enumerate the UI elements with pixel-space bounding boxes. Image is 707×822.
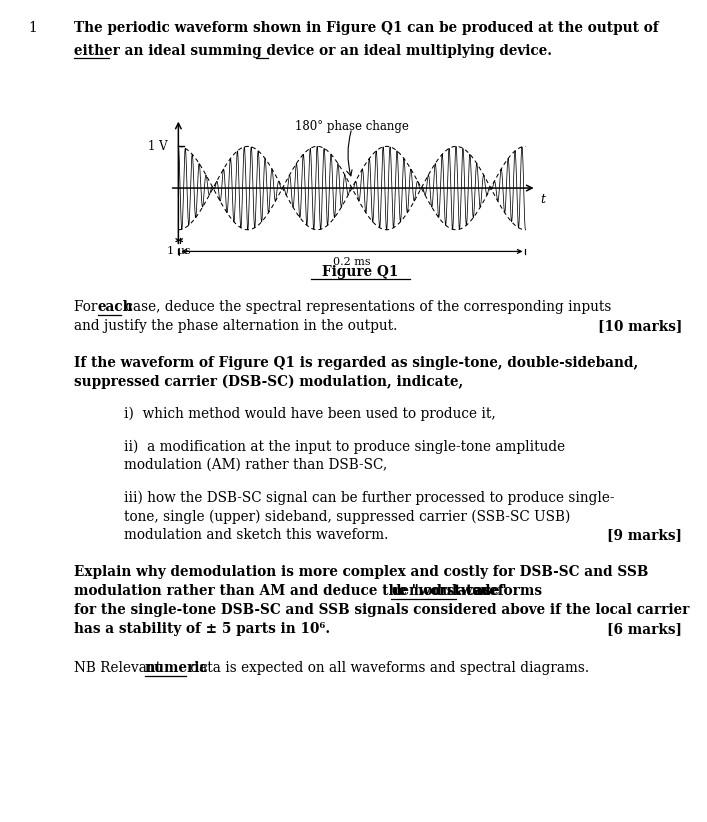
Text: iii) how the DSB-SC signal can be further processed to produce single-: iii) how the DSB-SC signal can be furthe… (124, 490, 614, 505)
Text: Figure Q1: Figure Q1 (322, 265, 399, 279)
Text: [6 marks]: [6 marks] (607, 621, 682, 635)
Text: Explain why demodulation is more complex and costly for DSB-SC and SSB: Explain why demodulation is more complex… (74, 565, 648, 579)
Text: 1: 1 (28, 21, 37, 35)
Text: The periodic waveform shown in Figure Q1 can be produced at the output of: The periodic waveform shown in Figure Q1… (74, 21, 659, 35)
Text: modulation and sketch this waveform.: modulation and sketch this waveform. (124, 528, 388, 542)
Text: If the waveform of Figure Q1 is regarded as single-tone, double-sideband,: If the waveform of Figure Q1 is regarded… (74, 356, 638, 370)
Text: [9 marks]: [9 marks] (607, 528, 682, 542)
Text: modulation rather than AM and deduce the "worst-case": modulation rather than AM and deduce the… (74, 584, 512, 598)
Text: [10 marks]: [10 marks] (598, 319, 682, 333)
Text: waveforms: waveforms (456, 584, 542, 598)
Text: 1 V: 1 V (148, 140, 168, 153)
Text: data is expected on all waveforms and spectral diagrams.: data is expected on all waveforms and sp… (186, 661, 589, 675)
Text: ii)  a modification at the input to produce single-tone amplitude: ii) a modification at the input to produ… (124, 439, 565, 454)
Text: tone, single (upper) sideband, suppressed carrier (SSB-SC USB): tone, single (upper) sideband, suppresse… (124, 509, 570, 524)
Text: case, deduce the spectral representations of the corresponding inputs: case, deduce the spectral representation… (121, 300, 612, 314)
Text: suppressed carrier (DSB-SC) modulation, indicate,: suppressed carrier (DSB-SC) modulation, … (74, 375, 464, 389)
Text: t: t (540, 193, 545, 206)
Text: For: For (74, 300, 102, 314)
Text: 1 μs: 1 μs (168, 246, 191, 256)
Text: 180° phase change: 180° phase change (295, 120, 409, 133)
Text: either an ideal summing device or an ideal multiplying device.: either an ideal summing device or an ide… (74, 44, 552, 58)
Text: has a stability of ± 5 parts in 10⁶.: has a stability of ± 5 parts in 10⁶. (74, 621, 330, 635)
Text: 0.2 ms: 0.2 ms (333, 256, 370, 267)
Text: i)  which method would have been used to produce it,: i) which method would have been used to … (124, 407, 496, 422)
Text: and justify the phase alternation in the output.: and justify the phase alternation in the… (74, 319, 397, 333)
Text: each: each (98, 300, 134, 314)
Text: demodulated: demodulated (391, 584, 491, 598)
Text: for the single-tone DSB-SC and SSB signals considered above if the local carrier: for the single-tone DSB-SC and SSB signa… (74, 603, 689, 616)
Text: modulation (AM) rather than DSB-SC,: modulation (AM) rather than DSB-SC, (124, 458, 387, 472)
Text: NB Relevant: NB Relevant (74, 661, 165, 675)
Text: numeric: numeric (145, 661, 209, 675)
